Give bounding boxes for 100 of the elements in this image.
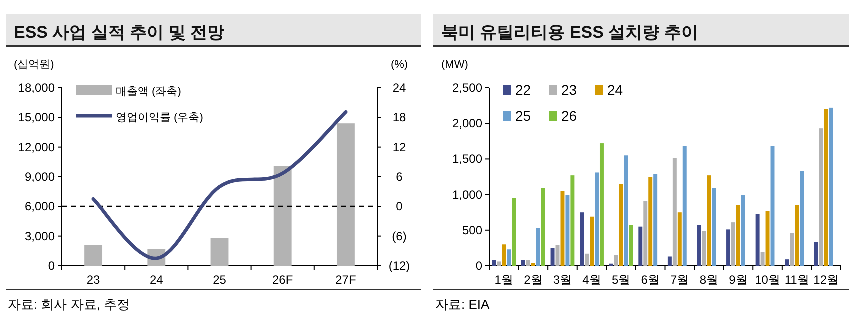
x-tick-label: 27F	[336, 273, 356, 287]
x-tick-label: 4월	[582, 273, 602, 287]
x-tick-label: 23	[86, 273, 101, 287]
bar	[570, 176, 575, 266]
x-tick-label: 6월	[641, 273, 660, 287]
y-tick-label: 0	[476, 259, 483, 273]
x-tick-label: 10월	[755, 273, 780, 287]
y2-tick-label: (12)	[388, 259, 410, 273]
bar	[619, 184, 624, 266]
y-axis-title: (MW)	[442, 59, 468, 71]
bar	[785, 260, 790, 266]
legend-label: 매출액 (좌축)	[116, 86, 182, 98]
bar	[648, 177, 653, 266]
bar	[741, 196, 746, 266]
x-tick-label: 12월	[814, 273, 840, 287]
y2-tick-label: 18	[392, 110, 406, 125]
bar	[492, 260, 496, 266]
bar	[526, 260, 530, 266]
x-tick-label: 8월	[700, 273, 719, 287]
bar	[502, 244, 506, 266]
y-tick-label: 2,000	[452, 116, 483, 131]
y2-tick-label: 24	[392, 81, 406, 95]
bar	[814, 242, 818, 266]
x-tick-label: 9월	[729, 273, 748, 287]
legend-label: 22	[516, 82, 532, 98]
bar	[702, 231, 706, 266]
bar	[668, 256, 672, 266]
y-tick-label: 500	[462, 223, 483, 238]
bar	[829, 108, 834, 266]
bar	[712, 188, 716, 266]
bar	[614, 255, 618, 266]
bar	[766, 211, 770, 266]
line-series	[92, 110, 348, 260]
y-tick-label: 1,500	[452, 152, 483, 166]
bar	[595, 172, 599, 266]
x-tick-label: 3월	[553, 273, 572, 287]
bar	[682, 146, 687, 266]
x-tick-label: 26F	[272, 273, 294, 287]
bar	[672, 158, 677, 266]
legend-label: 26	[562, 108, 578, 124]
legend-label: 25	[516, 108, 532, 124]
bar	[210, 238, 229, 266]
x-tick-label: 24	[150, 273, 164, 287]
bar	[678, 212, 682, 266]
x-tick-label: 25	[213, 273, 227, 287]
bar	[756, 214, 760, 266]
bar	[629, 225, 634, 266]
bar	[736, 205, 740, 266]
bar	[824, 109, 828, 266]
bar	[560, 191, 565, 266]
x-tick-label: 1월	[494, 273, 514, 287]
y-tick-label: 15,000	[18, 110, 56, 125]
bar	[760, 252, 765, 266]
bar	[336, 124, 355, 266]
y2-tick-label: 6	[396, 170, 404, 184]
bar	[697, 225, 702, 266]
bar	[590, 216, 594, 266]
bar	[600, 144, 604, 266]
y-tick-label: 18,000	[18, 81, 56, 95]
bar	[521, 260, 526, 266]
y-axis-title: (십억원)	[14, 59, 54, 71]
bar	[795, 205, 800, 266]
bar	[800, 171, 804, 266]
bar	[497, 262, 502, 266]
legend-label: 영업이익률 (우축)	[116, 112, 204, 124]
legend-label: 23	[562, 82, 578, 98]
x-tick-label: 7월	[670, 273, 690, 287]
y2-tick-label: 12	[392, 140, 406, 154]
x-tick-label: 5월	[612, 273, 631, 287]
y-tick-label: 12,000	[18, 140, 56, 154]
y2-tick-label: 0	[396, 200, 404, 214]
y-tick-label: 2,500	[452, 81, 483, 95]
x-tick-label: 2월	[524, 273, 543, 287]
bar	[638, 226, 643, 266]
bar	[624, 156, 628, 266]
y2-axis-title: (%)	[390, 59, 408, 71]
bar	[580, 212, 584, 266]
text: 자료: 회사 자료, 추정	[8, 297, 130, 312]
bar	[541, 188, 546, 266]
bar	[566, 196, 570, 266]
legend-label: 24	[608, 82, 624, 98]
y-tick-label: 3,000	[24, 229, 56, 244]
text: 자료: EIA	[436, 297, 490, 312]
bar	[550, 248, 555, 266]
bar	[536, 228, 540, 266]
y-tick-label: 6,000	[24, 200, 56, 214]
y2-tick-label: (6)	[392, 229, 407, 244]
x-tick-label: 11월	[784, 273, 810, 287]
y-tick-label: 0	[48, 259, 56, 273]
bar	[585, 254, 590, 266]
y-tick-label: 1,000	[452, 188, 483, 202]
bar	[507, 250, 512, 266]
chart-title: ESS 사업 실적 추이 및 전망	[14, 23, 225, 42]
chart-title: 북미 유틸리티용 ESS 설치량 추이	[442, 23, 698, 42]
bar	[732, 222, 736, 266]
bar	[819, 128, 824, 266]
bar	[644, 201, 648, 266]
bar	[790, 233, 794, 266]
bar	[274, 166, 292, 266]
bar	[512, 198, 516, 266]
